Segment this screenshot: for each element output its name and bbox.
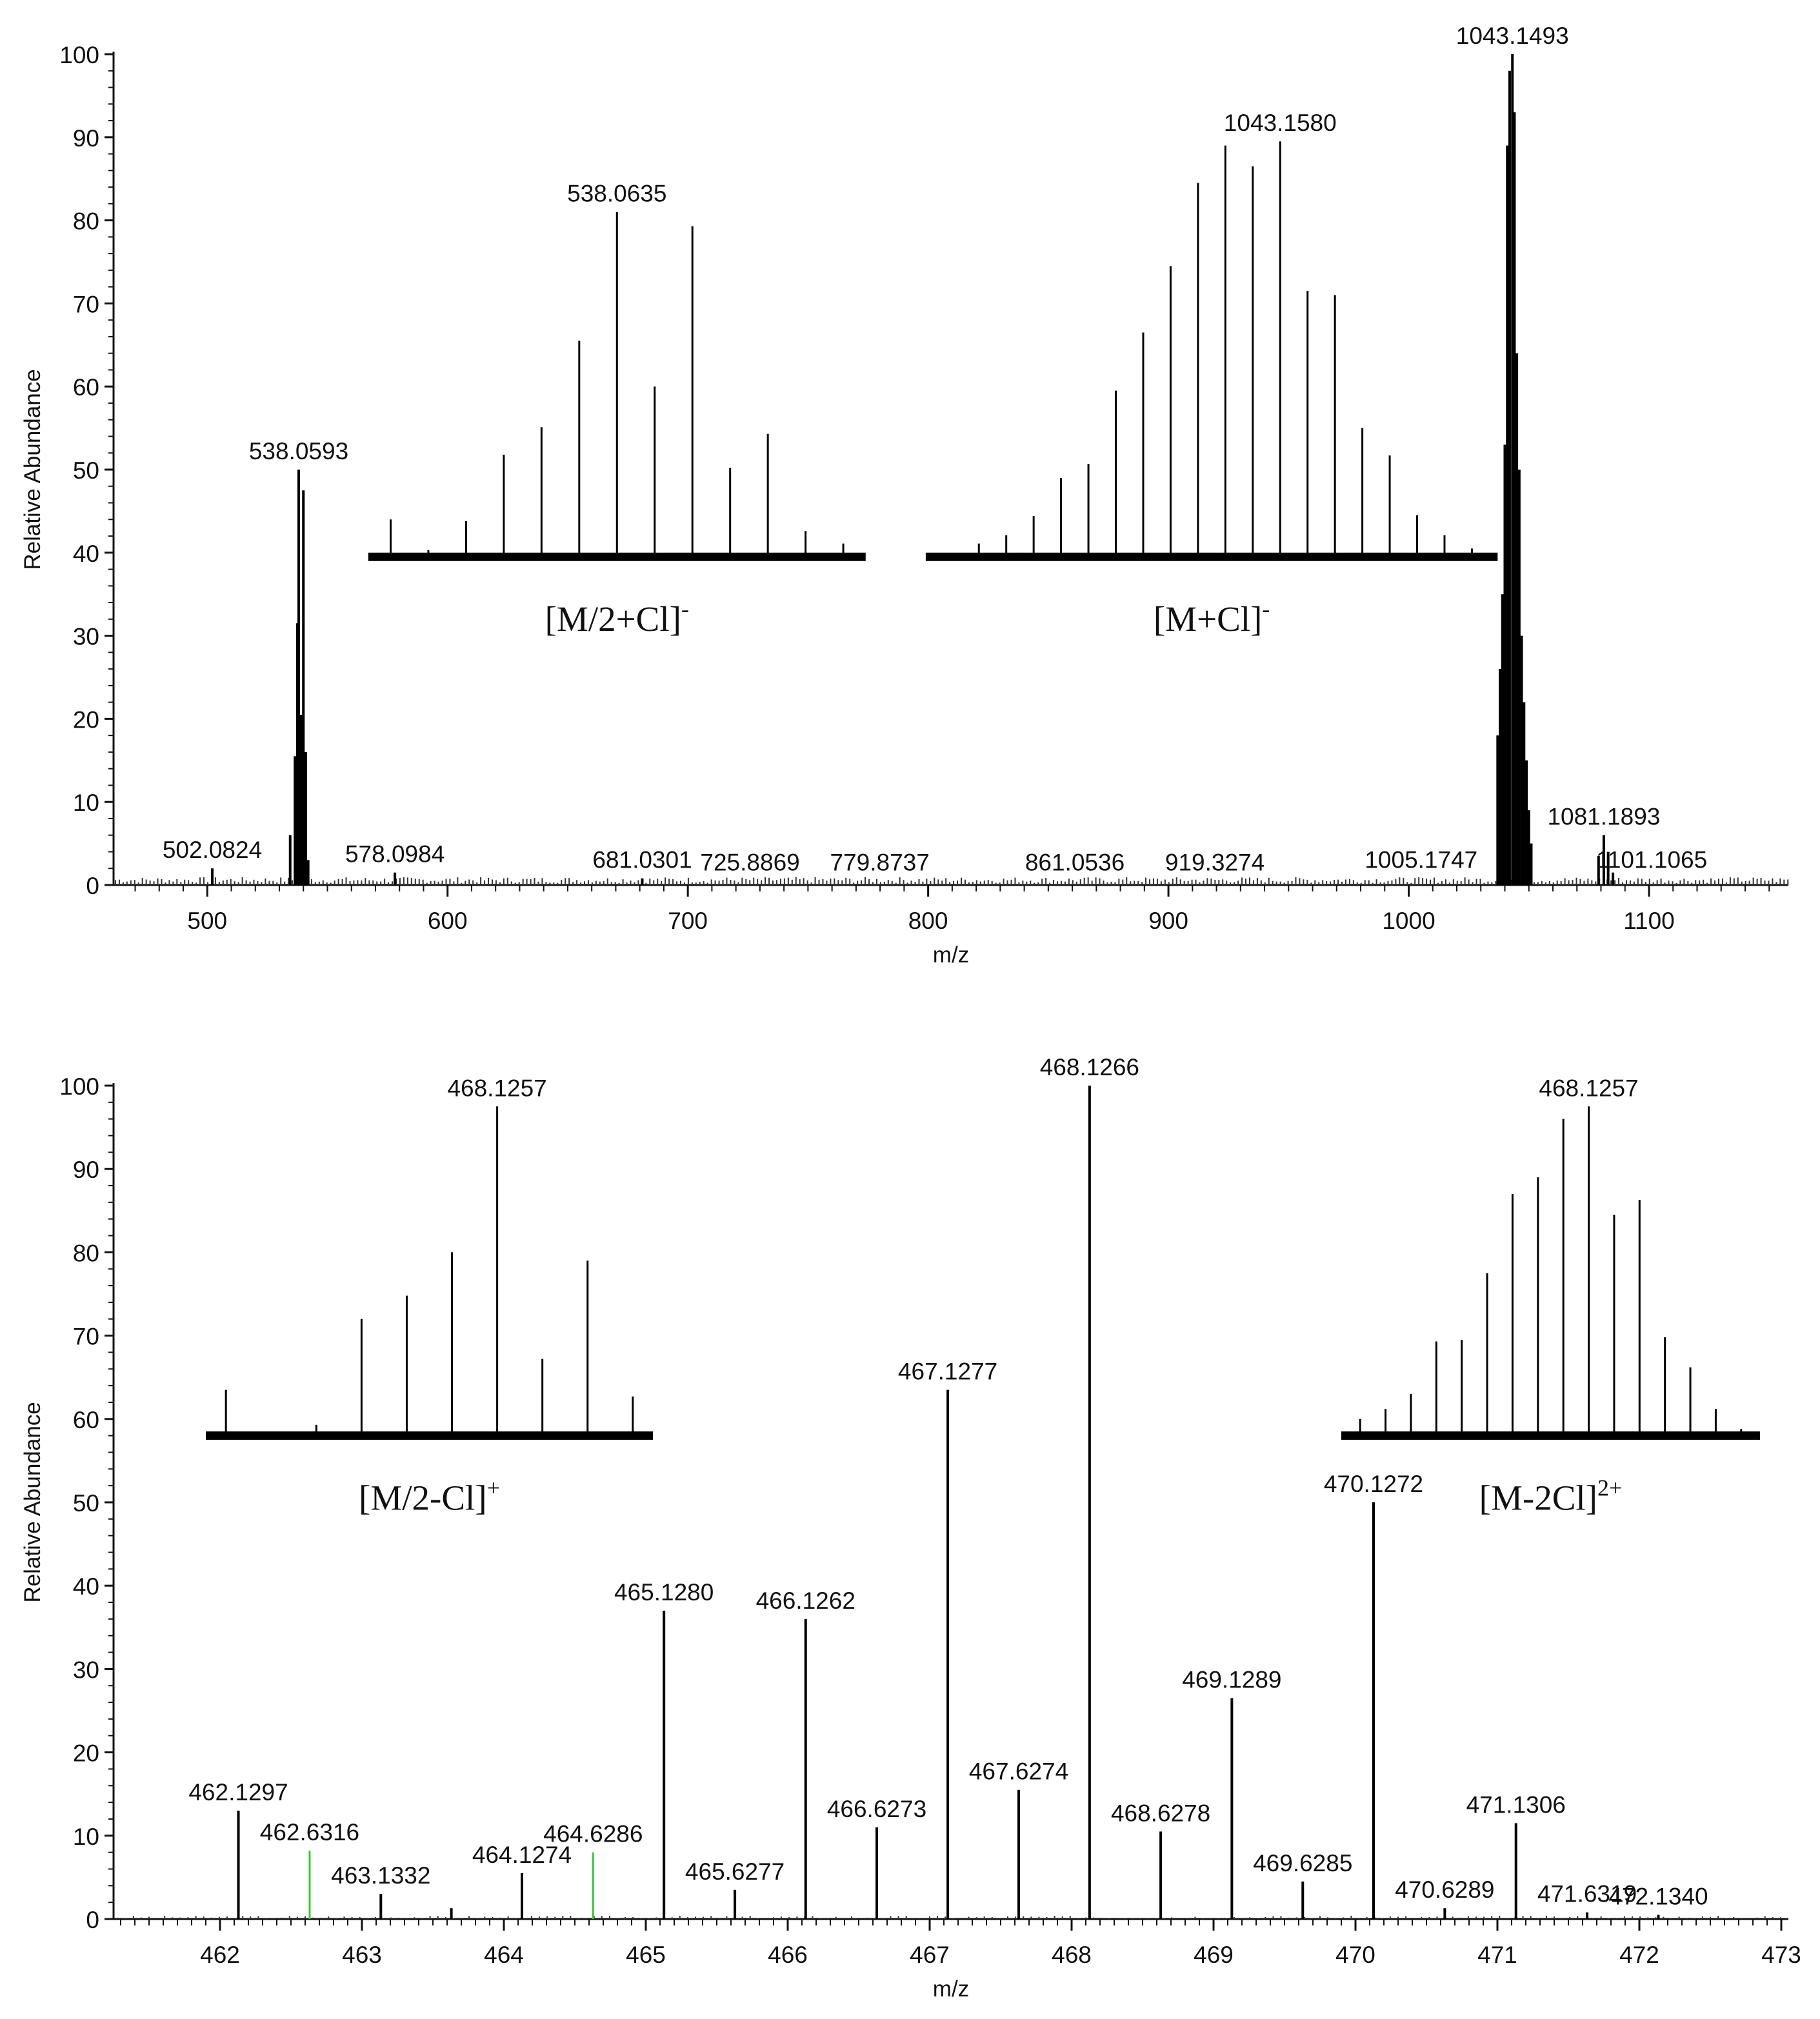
x-tick-label: 467: [910, 1942, 950, 1968]
peak-annotation: 1043.1493: [1456, 23, 1569, 49]
peak-annotation: 725.8869: [700, 850, 799, 876]
peak-annotation: 1005.1747: [1365, 847, 1477, 873]
ion-charge-superscript: +: [487, 1475, 500, 1501]
y-tick-label: 0: [86, 1907, 99, 1933]
peak-annotation: 471.1306: [1466, 1791, 1566, 1818]
inset-ion-label: [M+Cl]-: [1154, 596, 1270, 639]
x-axis-label: m/z: [933, 942, 969, 968]
x-tick-label: 700: [668, 908, 708, 934]
y-axis-label: Relative Abundance: [20, 1402, 45, 1602]
ion-formula: [M/2+Cl]: [545, 599, 681, 639]
y-axis-label: Relative Abundance: [20, 369, 45, 570]
peak-annotation: 465.6277: [685, 1858, 785, 1885]
peak-annotation: 470.6289: [1395, 1876, 1494, 1903]
y-tick-label: 100: [59, 42, 99, 68]
inset-peak-annotation: 468.1257: [1539, 1075, 1638, 1101]
ion-formula: [M-2Cl]: [1479, 1478, 1597, 1518]
peak-annotation: 462.6316: [260, 1819, 359, 1845]
x-tick-label: 470: [1335, 1942, 1375, 1968]
peak-annotation: 466.6273: [827, 1796, 926, 1822]
peak-annotation: 467.1277: [898, 1358, 997, 1385]
y-tick-label: 20: [73, 706, 99, 733]
x-tick-label: 463: [342, 1942, 382, 1968]
peak-annotation: 469.6285: [1253, 1850, 1352, 1876]
inset-peak-annotation: 1043.1580: [1224, 110, 1337, 136]
x-tick-label: 600: [428, 908, 468, 934]
peak-annotation: 578.0984: [345, 841, 445, 868]
ion-charge-superscript: 2+: [1597, 1475, 1622, 1501]
y-tick-label: 70: [73, 1324, 99, 1350]
peak-annotation: 462.1297: [188, 1779, 288, 1805]
y-tick-label: 60: [73, 1407, 99, 1433]
peak-annotation: 919.3274: [1165, 850, 1265, 876]
inset-peak-annotation: 538.0635: [567, 181, 666, 207]
y-tick-label: 20: [73, 1740, 99, 1767]
ion-formula: [M/2-Cl]: [359, 1478, 487, 1518]
x-tick-label: 471: [1477, 1942, 1517, 1968]
peak-annotation: 463.1332: [331, 1862, 430, 1889]
y-tick-label: 90: [73, 1157, 99, 1183]
peak-annotation: 469.1289: [1182, 1667, 1281, 1693]
y-tick-label: 40: [73, 1573, 99, 1600]
ion-charge-superscript: -: [1262, 596, 1270, 622]
x-tick-label: 473: [1761, 1942, 1801, 1968]
y-tick-label: 50: [73, 457, 99, 484]
x-tick-label: 465: [626, 1942, 666, 1968]
inset-ion-label: [M/2-Cl]+: [359, 1475, 500, 1518]
y-tick-label: 80: [73, 208, 99, 235]
y-tick-label: 80: [73, 1240, 99, 1266]
peak-annotation: 681.0301: [592, 847, 692, 873]
inset-ion-label: [M/2+Cl]-: [545, 596, 689, 639]
peak-annotation: 471.6319: [1537, 1881, 1637, 1907]
y-tick-label: 30: [73, 1656, 99, 1683]
peak-annotation: 502.0824: [163, 837, 262, 863]
ion-formula: [M+Cl]: [1154, 599, 1263, 639]
x-tick-label: 1000: [1382, 908, 1435, 934]
y-tick-label: 60: [73, 374, 99, 401]
peak-annotation: 470.1272: [1324, 1471, 1423, 1497]
y-tick-label: 10: [73, 790, 99, 816]
peak-annotation: 861.0536: [1025, 850, 1125, 876]
x-tick-label: 462: [200, 1942, 240, 1968]
x-tick-label: 500: [187, 908, 227, 934]
y-tick-label: 0: [86, 873, 99, 899]
y-tick-label: 30: [73, 624, 99, 650]
y-tick-label: 90: [73, 125, 99, 152]
peak-annotation: 466.1262: [756, 1587, 855, 1614]
y-tick-label: 10: [73, 1824, 99, 1850]
peak-annotation: 472.1340: [1608, 1884, 1708, 1910]
bottom-spectrum-panel: 0 10 20 30 40 50 60 70 80 90 100 462 463 464 465 466 467…: [20, 1054, 1801, 2002]
peak-annotation: 468.6278: [1111, 1800, 1210, 1826]
y-tick-label: 40: [73, 541, 99, 567]
peak-annotation: 1101.1065: [1596, 847, 1707, 873]
peak-annotation: 465.1280: [614, 1579, 714, 1606]
x-tick-label: 1100: [1623, 908, 1675, 934]
y-tick-label: 50: [73, 1490, 99, 1517]
peak-annotation: 779.8737: [830, 850, 929, 876]
peak-annotation: 538.0593: [249, 438, 348, 464]
peak-annotation: 468.1266: [1040, 1054, 1139, 1080]
peak-annotation: 467.6274: [969, 1758, 1068, 1785]
ion-charge-superscript: -: [681, 596, 689, 622]
inset-peak-annotation: 468.1257: [447, 1075, 546, 1101]
peak-annotation: 464.1274: [472, 1842, 572, 1868]
x-tick-label: 900: [1148, 908, 1188, 934]
y-tick-label: 70: [73, 291, 99, 317]
x-tick-label: 800: [908, 908, 948, 934]
x-tick-label: 472: [1619, 1942, 1659, 1968]
inset-ion-label: [M-2Cl]2+: [1479, 1475, 1623, 1518]
x-tick-label: 466: [768, 1942, 808, 1968]
top-spectrum-panel: 0 10 20 30 40 50 60 70 80 90 100 500 600 700 800 900 100…: [20, 23, 1789, 968]
x-tick-label: 468: [1052, 1942, 1092, 1968]
x-tick-label: 469: [1194, 1942, 1234, 1968]
y-tick-label: 100: [59, 1073, 99, 1100]
x-tick-label: 464: [484, 1942, 524, 1968]
peak-annotation: 1081.1893: [1547, 804, 1660, 830]
peak-annotation: 464.6286: [543, 1821, 643, 1847]
x-axis-label: m/z: [933, 1976, 969, 2002]
